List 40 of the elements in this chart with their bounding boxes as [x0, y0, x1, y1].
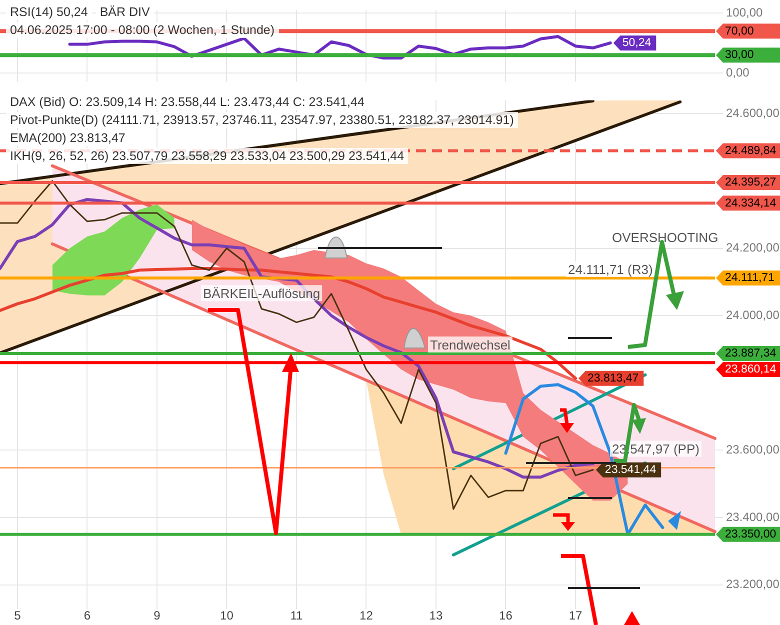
ref-line-label: 24.334,14 — [725, 197, 777, 210]
data-label: 50,24 — [622, 37, 652, 50]
annotation: IKH(9, 26, 52, 26) 23.507,79 23.558,29 23.533,04 23.500,29 23.541,44 — [6, 148, 408, 164]
y-tick-label: 23.400,00 — [726, 510, 780, 524]
ref-line-label: 23.350,00 — [725, 528, 776, 540]
y-tick-label: 24.200,00 — [726, 240, 780, 255]
annotation: BÄR DIV — [96, 4, 154, 20]
ref-line-label: 30,00 — [725, 49, 754, 62]
ref-line-label: 24.111,71 — [725, 272, 774, 284]
annotation: 24.111,71 (R3) — [568, 262, 653, 277]
annotation: Pivot-Punkte(D) (24111.71, 23913.57, 23746.11, 23547.97, 23380.51, 23182.37, 23014.91) — [6, 112, 518, 128]
annotation: Trendwechsel — [430, 337, 511, 352]
x-tick-label: 13 — [429, 608, 443, 623]
x-tick-label: 11 — [290, 608, 304, 623]
y-tick-label: 23.600,00 — [726, 442, 780, 457]
x-tick-label: 9 — [154, 608, 161, 623]
y-tick-label: 23.200,00 — [726, 577, 780, 592]
annotation: OVERSHOOTING — [612, 230, 718, 245]
annotation: BÄRKEIL-Auflösung — [203, 286, 320, 302]
data-label: 23.541,44 — [604, 464, 657, 476]
ref-line-label: 24.489,84 — [725, 144, 777, 157]
ref-line-label: 24.395,27 — [725, 176, 776, 189]
x-tick-label: 5 — [14, 608, 22, 623]
ref-line-label: 23.860,14 — [725, 364, 777, 376]
x-tick-label: 17 — [568, 608, 582, 623]
y-tick-label: 100,00 — [726, 6, 764, 20]
x-tick-label: 16 — [499, 608, 513, 623]
annotation: EMA(200) 23.813,47 — [6, 130, 130, 146]
x-tick-label: 12 — [360, 608, 374, 623]
y-tick-label: 24.600,00 — [726, 106, 780, 120]
x-tick-label: 10 — [220, 608, 234, 623]
annotation: 04.06.2025 17:00 - 08:00 (2 Wochen, 1 Stunde) — [6, 22, 279, 38]
y-tick-label: 0,00 — [726, 65, 750, 80]
annotation: RSI(14) 50,24 — [6, 4, 92, 20]
y-tick-label: 24.000,00 — [726, 308, 780, 322]
data-label: 23.813,47 — [587, 372, 639, 385]
ref-line-label: 70,00 — [725, 25, 754, 38]
x-tick-label: 6 — [84, 608, 91, 623]
annotation: DAX (Bid) O: 23.509,14 H: 23.558,44 L: 23.473,44 C: 23.541,44 — [6, 94, 368, 110]
ref-line-label: 23.887,34 — [725, 348, 777, 360]
